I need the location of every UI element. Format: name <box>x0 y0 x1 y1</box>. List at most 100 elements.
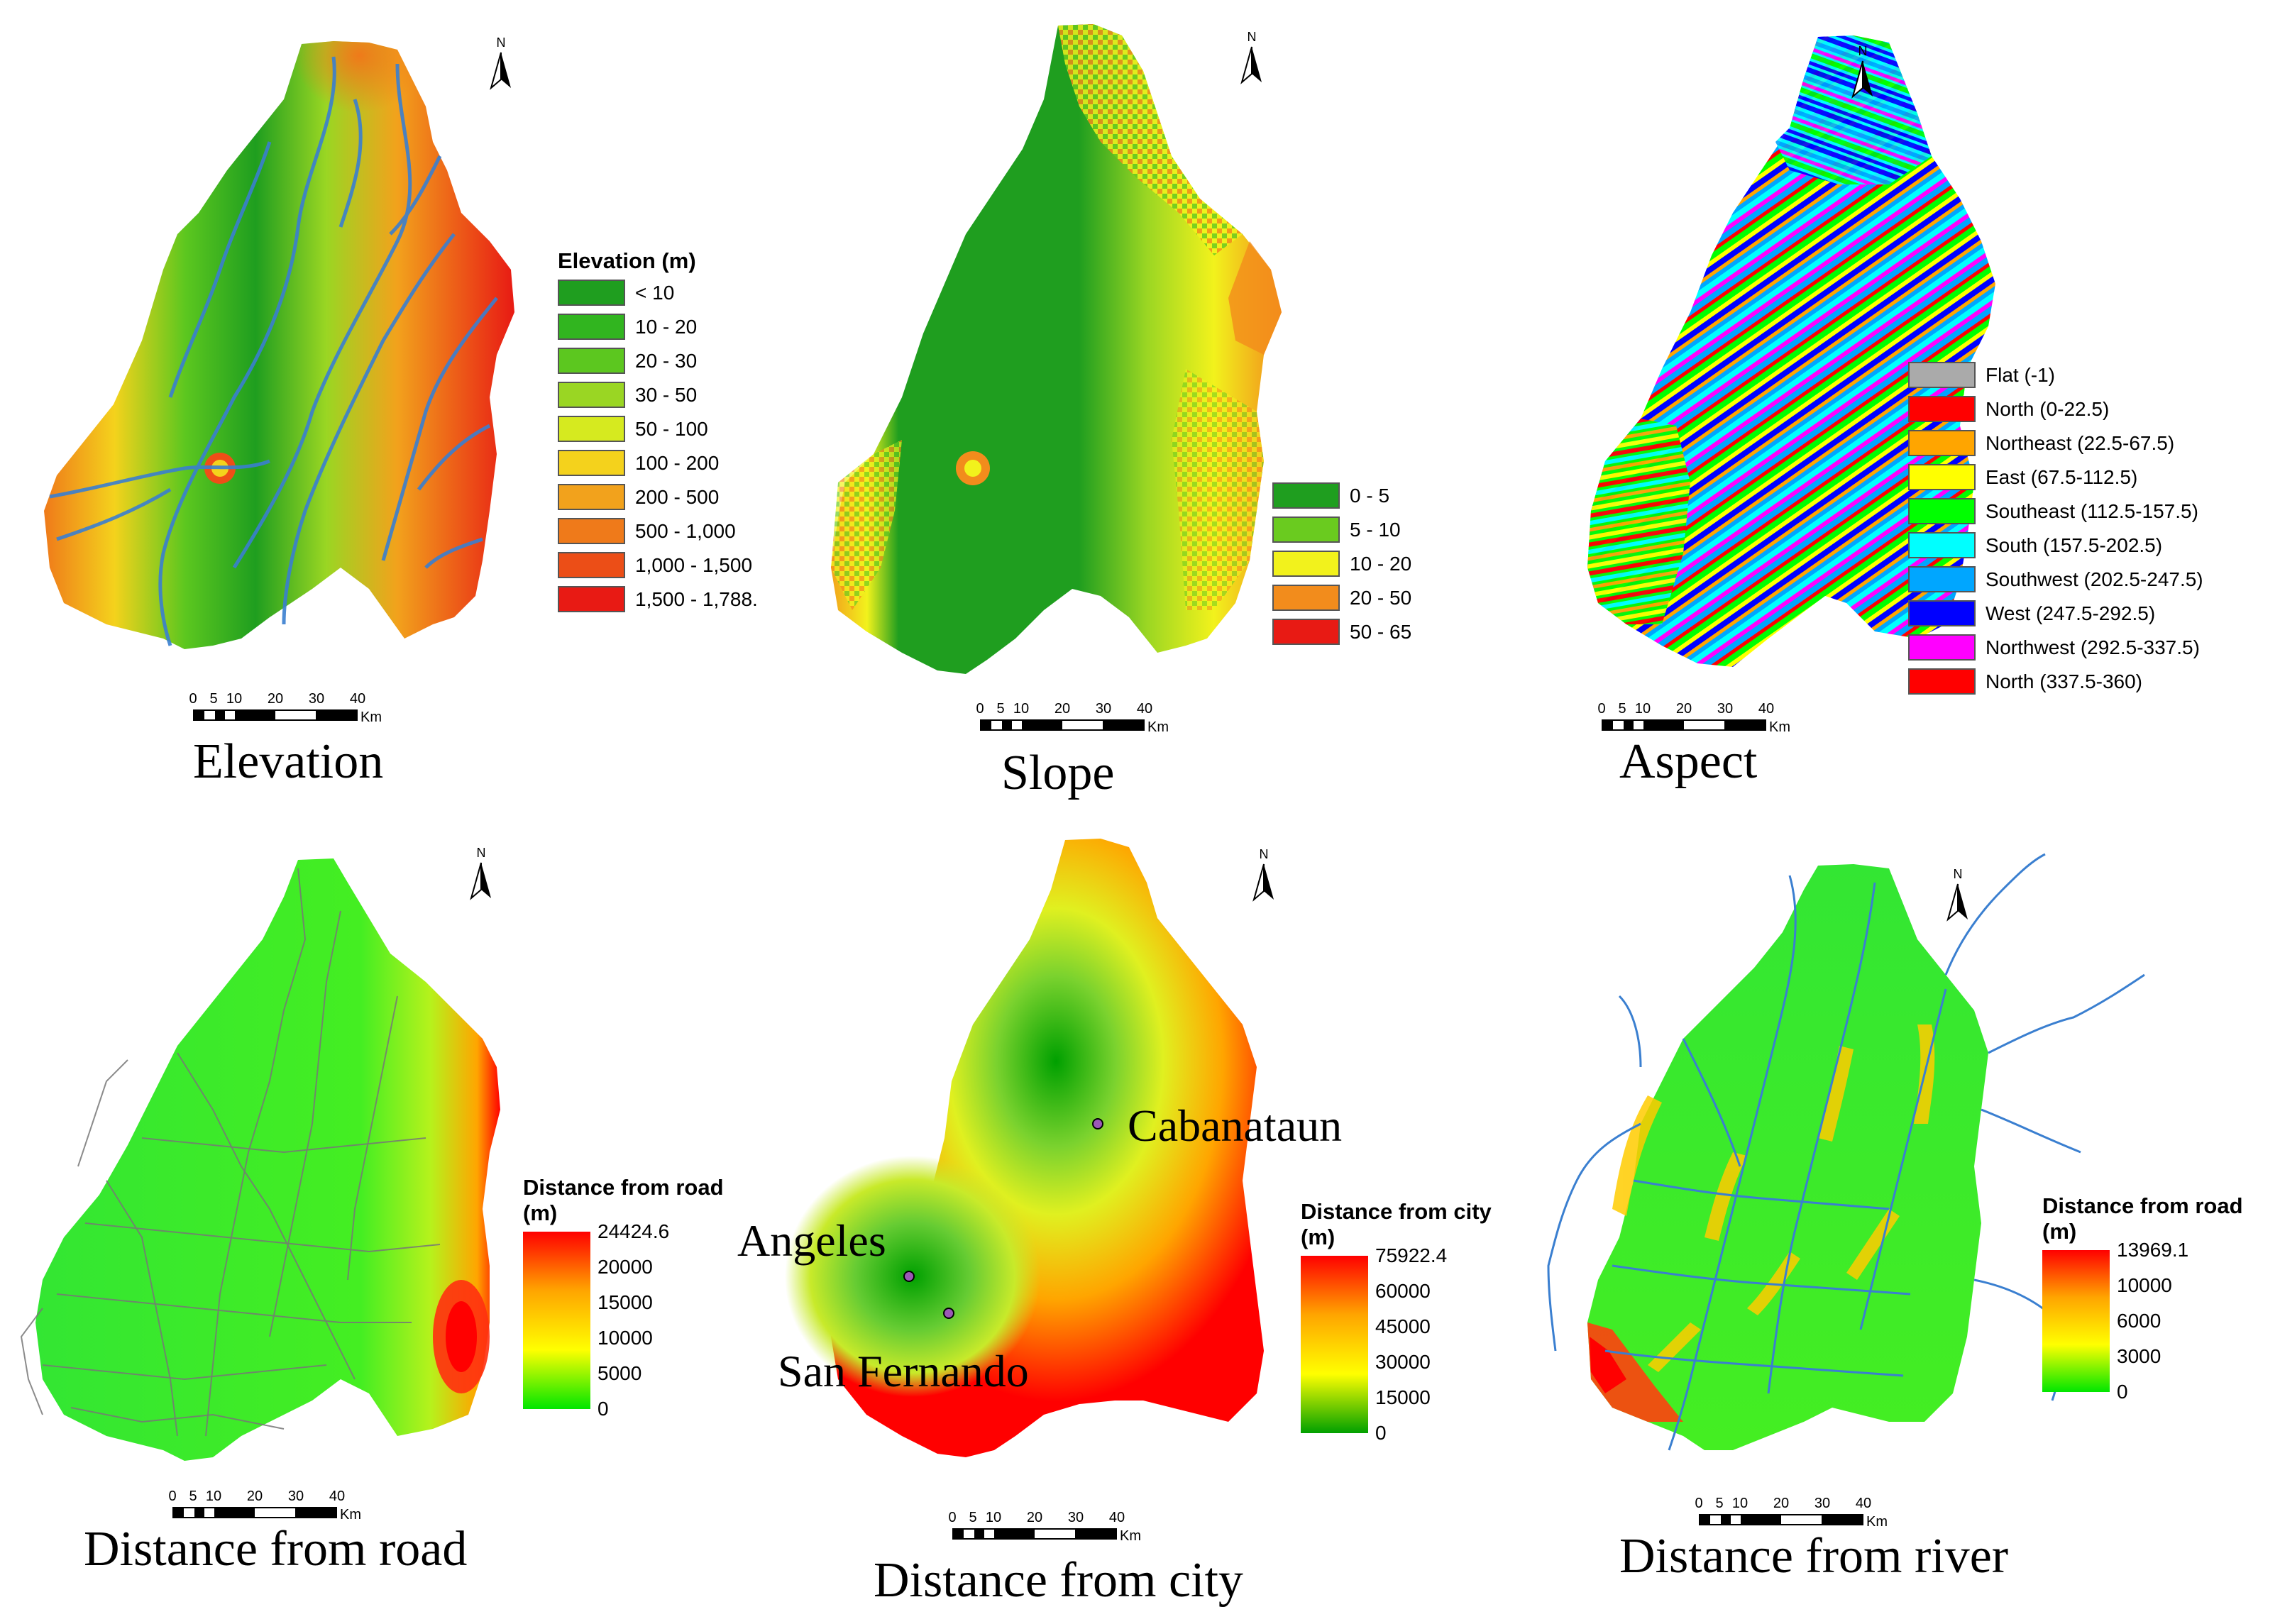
legend-class-row: South (157.5-202.5) <box>1908 530 2203 560</box>
legend-class-row: 10 - 20 <box>558 311 758 342</box>
legend-class-row: 50 - 65 <box>1272 617 1411 647</box>
scale-bar-tick: 40 <box>1108 1510 1125 1525</box>
scale-bar-tick: 5 <box>189 1488 197 1504</box>
legend-title-line-2: (m) <box>1301 1225 1335 1249</box>
scale-bar-tick: 5 <box>969 1510 977 1525</box>
legend-class-row: Southeast (112.5-157.5) <box>1908 496 2203 526</box>
legend-swatch <box>1908 498 1976 524</box>
scale-bar-segment <box>1710 1515 1721 1524</box>
distance-city-legend: Distance from city (m) 75922.4 60000 45000… <box>1301 1199 1492 1444</box>
legend-class-row: 100 - 200 <box>558 448 758 478</box>
map-caption: Distance from river <box>1619 1529 2009 1584</box>
scale-bar-tick: 30 <box>308 691 325 707</box>
legend-swatch <box>558 586 625 612</box>
scale-bar-segment <box>1822 1515 1862 1524</box>
scale-bar-tick: 30 <box>1717 701 1734 717</box>
scale-bar-tick: 30 <box>1814 1496 1831 1511</box>
scale-bar-segment <box>994 1530 1035 1538</box>
map-caption: Elevation <box>193 734 384 789</box>
scale-bar-tick: 10 <box>1013 701 1030 717</box>
scale-bar-tick: 20 <box>1026 1510 1043 1525</box>
north-arrow-label: N <box>1858 44 1868 58</box>
scale-bar-unit: Km <box>1866 1514 1888 1530</box>
legend-class-row: 30 - 50 <box>558 380 758 410</box>
distance-river-map <box>1547 853 2145 1451</box>
legend-class-row: Southwest (202.5-247.5) <box>1908 564 2203 595</box>
scale-bar-segment <box>255 1508 295 1517</box>
slope-panel: N 0 - 5 5 - 10 10 - 20 20 - 50 50 - 65 0 5 10 2… <box>760 0 1520 812</box>
legend-class-label: Northwest (292.5-337.5) <box>1986 636 2200 658</box>
scale-bar-segment <box>1603 721 1614 729</box>
legend-swatch <box>1908 464 1976 490</box>
legend-class-row: 0 - 5 <box>1272 480 1411 511</box>
legend-swatch <box>1272 482 1340 509</box>
legend-color-ramp <box>523 1232 590 1409</box>
scale-bar-unit: Km <box>1120 1528 1141 1544</box>
distance-river-panel: N Distance from road (m) 13969.1 10000 600… <box>1520 812 2280 1623</box>
scale-bar-tick: 20 <box>1773 1496 1790 1511</box>
elevation-legend: Elevation (m) < 10 10 - 20 20 - 30 30 - 50 5… <box>558 248 758 614</box>
legend-tick-label: 10000 <box>597 1327 653 1349</box>
legend-class-label: West (247.5-292.5) <box>1986 602 2156 624</box>
distance-road-panel: N Distance from road (m) 24424.6 20000 150… <box>0 812 760 1623</box>
scale-bar-graphic <box>952 1528 1117 1540</box>
legend-gradient: 13969.1 10000 6000 3000 0 <box>2042 1239 2243 1403</box>
legend-class-label: 30 - 50 <box>635 383 698 406</box>
city-label-cabanataun: Cabanataun <box>1128 1100 1343 1151</box>
legend-class-label: North (337.5-360) <box>1986 670 2143 692</box>
scale-bar-segment <box>214 1508 255 1517</box>
legend-class-label: 5 - 10 <box>1350 518 1401 541</box>
legend-class-label: 50 - 100 <box>635 417 708 440</box>
scale-bar-segment <box>1075 1530 1116 1538</box>
scale-bar-unit: Km <box>1769 719 1790 735</box>
elevation-map <box>44 41 514 649</box>
scale-bar-tick: 40 <box>329 1488 346 1504</box>
north-arrow: N <box>467 844 495 901</box>
scale-bar-segment <box>974 1530 984 1538</box>
scale-bar-segment <box>1700 1515 1711 1524</box>
scale-bar-segment <box>194 1508 204 1517</box>
north-arrow-label: N <box>497 35 506 50</box>
aspect-panel: N Flat (-1) North (0-22.5) Northeast (22.5… <box>1520 0 2280 812</box>
legend-class-row: 50 - 100 <box>558 414 758 444</box>
scale-bar-tick: 30 <box>1067 1510 1084 1525</box>
scale-bar-segment <box>1724 721 1765 729</box>
legend-class-label: East (67.5-112.5) <box>1986 465 2138 488</box>
legend-swatch <box>1908 566 1976 592</box>
legend-class-row: 10 - 20 <box>1272 548 1411 579</box>
legend-max-label: 24424.6 <box>597 1220 670 1242</box>
legend-classes: 0 - 5 5 - 10 10 - 20 20 - 50 50 - 65 <box>1272 480 1411 647</box>
legend-class-label: North (0-22.5) <box>1986 397 2110 420</box>
scale-bar-segment <box>1643 721 1684 729</box>
distance-city-panel: Cabanataun Angeles San Fernando N Distan… <box>737 812 1520 1623</box>
legend-class-row: Northeast (22.5-67.5) <box>1908 428 2203 458</box>
scale-bar-segment <box>174 1508 185 1517</box>
scale-bar-tick: 5 <box>1618 701 1626 717</box>
elevation-region <box>44 41 514 649</box>
legend-tick-label: 15000 <box>1375 1386 1431 1408</box>
scale-bar-tick: 10 <box>1634 701 1651 717</box>
legend-tick-label: 0 <box>597 1398 609 1420</box>
scale-bar-segment <box>1062 721 1103 729</box>
north-arrow-label: N <box>1248 30 1257 44</box>
scale-bar-segment <box>275 711 316 719</box>
legend-swatch <box>558 314 625 340</box>
scale-bar-tick: 0 <box>168 1488 177 1504</box>
north-arrow: N <box>487 34 515 91</box>
legend-class-label: Flat (-1) <box>1986 363 2055 386</box>
scale-bar-tick: 40 <box>349 691 366 707</box>
legend-class-row: < 10 <box>558 277 758 308</box>
legend-class-label: 10 - 20 <box>1350 552 1412 575</box>
legend-class-row: 1,000 - 1,500 <box>558 550 758 580</box>
scale-bar-tick: 40 <box>1136 701 1153 717</box>
scale-bar-tick: 30 <box>1095 701 1112 717</box>
scale-bar-segment <box>224 711 235 719</box>
legend-swatch <box>1908 600 1976 626</box>
legend-class-label: 200 - 500 <box>635 485 720 508</box>
legend-title-line-2: (m) <box>2042 1219 2077 1244</box>
legend-class-label: 100 - 200 <box>635 451 720 474</box>
legend-gradient: 24424.6 20000 15000 10000 5000 0 <box>523 1220 724 1420</box>
legend-title-line-2: (m) <box>523 1200 558 1225</box>
scale-bar-tick: 20 <box>1675 701 1692 717</box>
scale-bar-tick: 20 <box>246 1488 263 1504</box>
